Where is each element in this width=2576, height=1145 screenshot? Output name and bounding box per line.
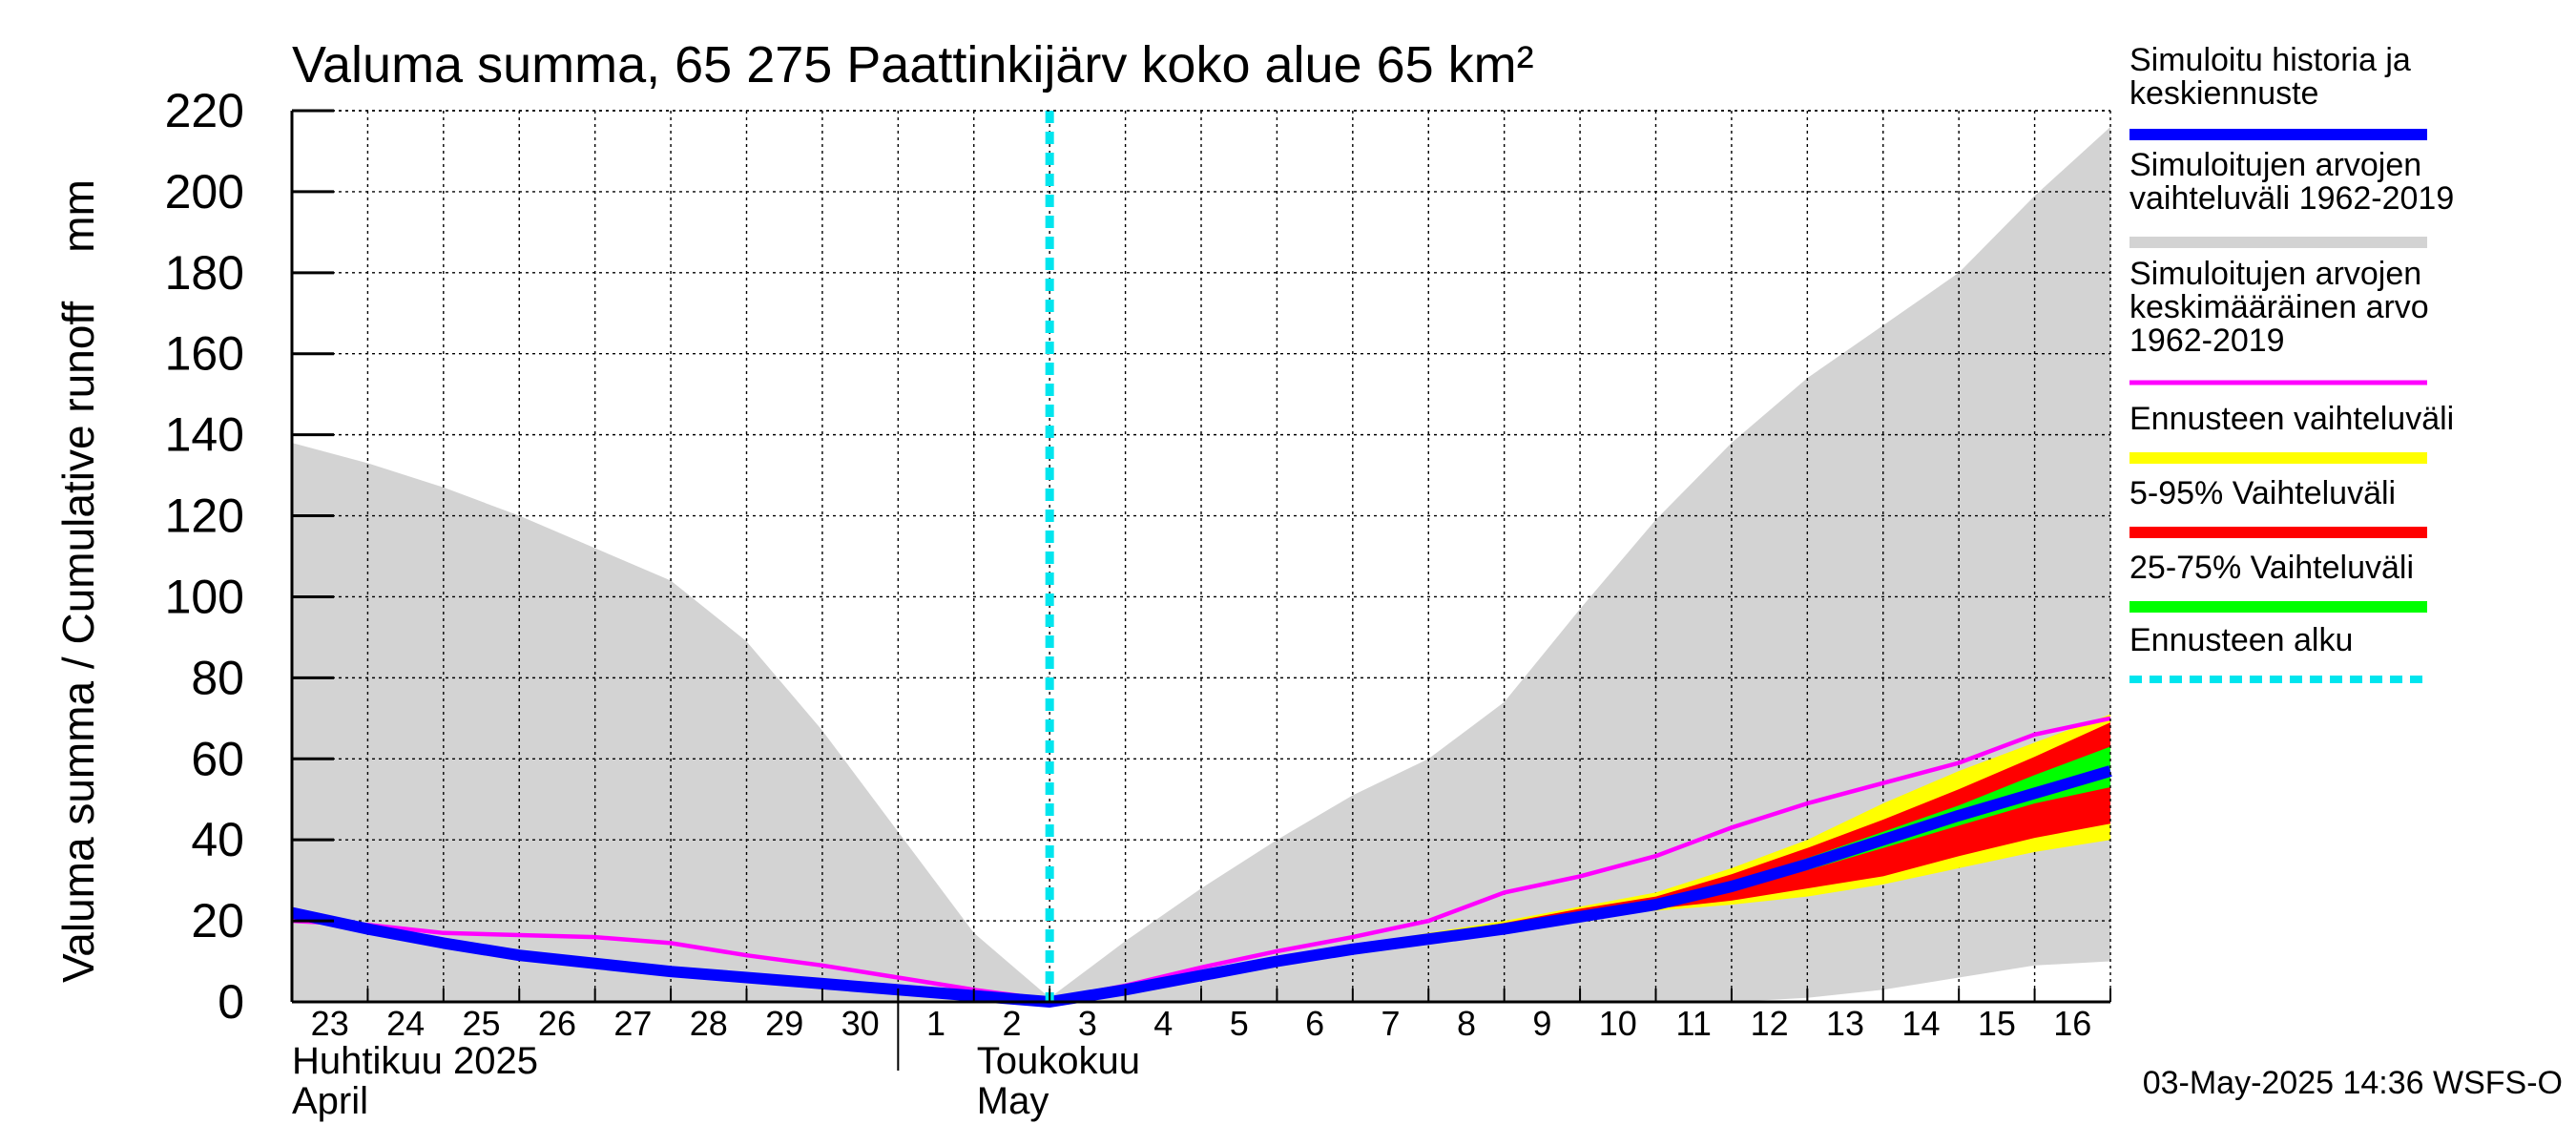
- x-tick-label: 3: [1078, 1004, 1097, 1043]
- x-tick-label: 29: [765, 1004, 803, 1043]
- legend-item: Ennusteen vaihteluväli: [2129, 401, 2454, 464]
- x-tick-label: 14: [1901, 1004, 1940, 1043]
- legend-label: 5-95% Vaihteluväli: [2129, 475, 2396, 511]
- x-tick-label: 23: [311, 1004, 349, 1043]
- legend-item: 5-95% Vaihteluväli: [2129, 475, 2427, 538]
- chart-title: Valuma summa, 65 275 Paattinkijärv koko …: [292, 36, 1534, 94]
- x-tick-label: 13: [1826, 1004, 1864, 1043]
- x-tick-label: 6: [1305, 1004, 1324, 1043]
- x-tick-label: 4: [1153, 1004, 1173, 1043]
- x-tick-label: 8: [1457, 1004, 1476, 1043]
- legend-label: Ennusteen vaihteluväli: [2129, 401, 2454, 437]
- x-tick-label: 12: [1751, 1004, 1789, 1043]
- p5-95-band: [1049, 722, 2110, 1002]
- y-tick-label: 60: [191, 732, 244, 785]
- x-tick-label: 9: [1532, 1004, 1551, 1043]
- legend-label: Simuloitujen arvojen: [2129, 256, 2421, 292]
- legend-label: 25-75% Vaihteluväli: [2129, 550, 2414, 586]
- plot-area: [290, 110, 2112, 1008]
- y-tick-label: 120: [165, 489, 244, 543]
- month-label-fi: Huhtikuu 2025: [292, 1040, 538, 1082]
- legend-label: keskimääräinen arvo: [2129, 289, 2429, 325]
- x-tick-label: 16: [2053, 1004, 2091, 1043]
- y-tick-label: 100: [165, 570, 244, 623]
- y-tick-label: 20: [191, 894, 244, 947]
- legend-label: keskiennuste: [2129, 75, 2318, 112]
- month-label-en: May: [977, 1080, 1049, 1122]
- mean-line: [291, 716, 2111, 1003]
- y-tick-label: 40: [191, 813, 244, 866]
- x-tick-label: 30: [841, 1004, 880, 1043]
- month-label-en: April: [292, 1080, 368, 1122]
- month-label-fi: Toukokuu: [977, 1040, 1140, 1082]
- y-tick-label: 220: [165, 84, 244, 137]
- x-tick-label: 7: [1381, 1004, 1401, 1043]
- x-tick-label: 28: [690, 1004, 728, 1043]
- x-tick-label: 26: [538, 1004, 576, 1043]
- y-tick-label: 140: [165, 408, 244, 462]
- legend-item: Ennusteen alku: [2129, 622, 2427, 683]
- x-tick-label: 27: [613, 1004, 652, 1043]
- legend-label: vaihteluväli 1962-2019: [2129, 180, 2454, 217]
- legend-label: Simuloitu historia ja: [2129, 42, 2411, 78]
- legend: Simuloitu historia jakeskiennusteSimuloi…: [2129, 42, 2454, 683]
- x-tick-label: 25: [463, 1004, 501, 1043]
- x-tick-label: 24: [386, 1004, 425, 1043]
- legend-label: Simuloitujen arvojen: [2129, 147, 2421, 183]
- legend-label: Ennusteen alku: [2129, 622, 2353, 658]
- y-tick-label: 160: [165, 327, 244, 381]
- y-tick-label: 180: [165, 246, 244, 300]
- y-tick-label: 80: [191, 651, 244, 704]
- y-tick-label: 200: [165, 165, 244, 219]
- legend-label: 1962-2019: [2129, 323, 2285, 359]
- simulated-line: [290, 765, 2112, 1008]
- x-tick-label: 10: [1599, 1004, 1637, 1043]
- y-tick-label: 0: [218, 975, 244, 1029]
- legend-item: 25-75% Vaihteluväli: [2129, 550, 2427, 613]
- x-tick-label: 11: [1676, 1004, 1712, 1043]
- x-tick-label: 15: [1978, 1004, 2016, 1043]
- timestamp-footer: 03-May-2025 14:36 WSFS-O: [2143, 1065, 2563, 1101]
- y-axis-label: Valuma summa / Cumulative runoff mm: [53, 179, 103, 983]
- hist-range-band: [292, 127, 2110, 1002]
- x-tick-label: 2: [1002, 1004, 1021, 1043]
- x-tick-label: 1: [926, 1004, 945, 1043]
- x-tick-label: 5: [1230, 1004, 1249, 1043]
